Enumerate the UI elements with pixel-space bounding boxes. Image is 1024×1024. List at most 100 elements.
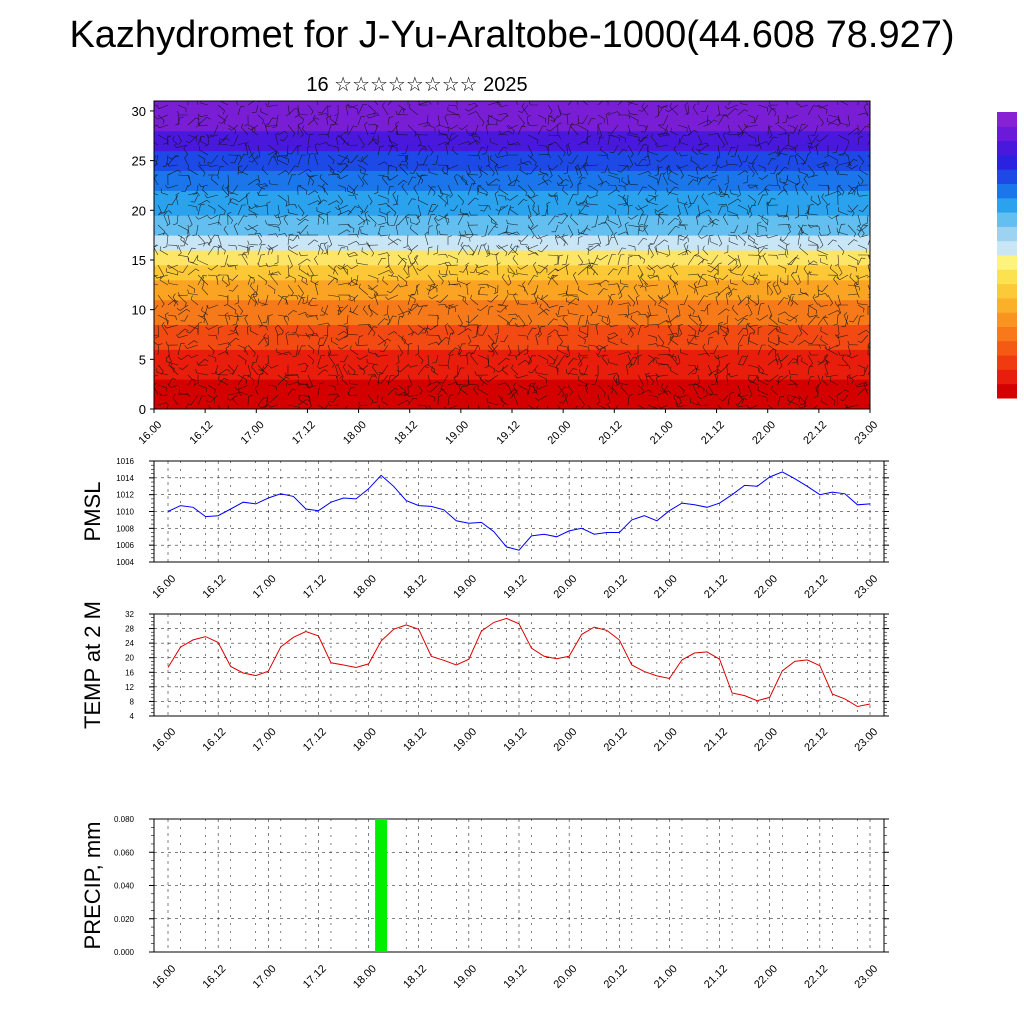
wind-barb [527,382,535,396]
wind-barb [327,401,339,406]
wind-barb [536,264,549,274]
wind-barb [821,193,829,206]
wind-barb [615,404,619,409]
wind-barb [264,334,269,347]
wind-barb [542,174,549,186]
wind-barb [274,324,279,336]
wind-barb [527,245,539,256]
wind-barb [307,394,312,409]
wind-barb [537,294,549,301]
wind-barb [561,254,569,266]
wind-barb [247,240,259,246]
y-tick-label: 1016 [116,457,134,466]
wind-barb [217,213,224,226]
wind-barb [698,164,709,170]
wind-barb [839,101,849,106]
wind-barb [164,312,169,326]
wind-barb [780,277,789,286]
wind-barb [814,385,819,398]
wind-barb [237,215,248,226]
wind-barb [657,132,670,137]
wind-barb [343,324,349,339]
wind-barb [229,364,239,374]
wind-barb [192,184,199,195]
wind-barb [670,127,679,136]
wind-barb [617,351,632,356]
wind-barb [487,306,494,316]
wind-barb [857,154,864,166]
wind-barb [247,232,263,237]
y-tick-label: 0 [139,402,146,417]
wind-barb [707,336,714,346]
wind-barb [417,121,431,126]
wind-barb [717,134,726,149]
wind-barb [257,373,264,386]
wind-barb [187,214,193,228]
wind-barb [817,194,821,206]
wind-barb [247,213,258,218]
wind-barb [792,264,799,274]
wind-barb [507,384,514,399]
wind-barb [386,211,391,226]
wind-barb [387,238,402,246]
wind-barb [574,404,579,409]
wind-barb [205,324,219,330]
wind-barb [326,211,331,226]
wind-barb [335,334,349,341]
wind-barb [437,194,447,207]
wind-barb [647,311,659,316]
wind-barb [820,397,829,406]
wind-barb [777,253,788,258]
wind-barb [507,245,520,256]
x-tick-label: 22.00 [752,963,780,991]
wind-barb [546,404,549,409]
wind-barb [557,144,566,157]
wind-barb [637,284,647,292]
wind-barb [597,314,609,322]
wind-barb [457,235,466,246]
wind-barb [307,239,319,246]
wind-barb [160,204,169,214]
wind-barb [577,124,589,135]
wind-barb [187,204,198,211]
wind-barb [187,247,196,256]
wind-barb [337,223,351,228]
wind-barb [493,284,499,294]
wind-barb [327,144,339,152]
wind-barb [500,334,509,343]
wind-barb [767,124,773,139]
wind-barb [187,284,196,293]
wind-barb [742,224,749,234]
wind-barb [427,404,433,409]
wind-barb [235,194,249,203]
wind-barb [647,243,654,256]
wind-barb [156,368,169,376]
wind-barb [348,264,359,270]
wind-barb [395,223,400,236]
wind-barb [539,167,549,176]
wind-barb [577,334,586,344]
wind-barb [167,264,179,276]
wind-barb [717,322,723,336]
wind-barb [207,384,216,394]
wind-barb [820,326,829,336]
wind-barb [267,117,277,126]
wind-barb [264,123,279,127]
wind-barb [577,227,591,236]
wind-barb [674,281,679,296]
wind-barb [757,188,770,196]
wind-barb [677,164,684,179]
wind-barb [292,344,299,358]
wind-barb [477,114,485,126]
wind-barb [277,154,289,164]
wind-barb [697,225,708,236]
wind-barb [662,172,669,186]
wind-barb [624,221,629,236]
wind-barb [377,203,389,208]
wind-barb [528,101,539,106]
wind-barb [835,214,840,226]
wind-barb [681,244,689,256]
wind-barb [437,184,444,198]
wind-barb [728,373,739,378]
wind-barb [237,164,249,174]
